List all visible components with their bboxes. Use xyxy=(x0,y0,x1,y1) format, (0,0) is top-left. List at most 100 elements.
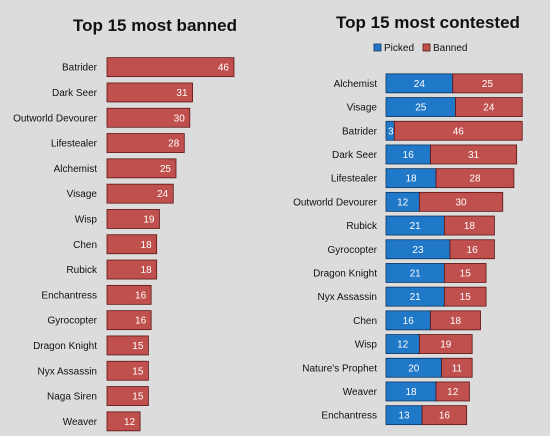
left-bar xyxy=(106,107,191,128)
right-banned-value-label: 31 xyxy=(468,150,480,161)
right-banned-value-label: 16 xyxy=(467,245,479,256)
right-picked-value-label: 3 xyxy=(388,126,394,137)
left-bar xyxy=(106,284,152,305)
right-category-label: Alchemist xyxy=(334,79,378,90)
left-chart-title: Top 15 most banned xyxy=(73,16,237,35)
right-banned-value-label: 18 xyxy=(464,221,476,232)
right-banned-value-label: 19 xyxy=(440,340,452,351)
right-category-label: Rubick xyxy=(346,221,378,232)
legend-label-picked: Picked xyxy=(384,43,414,54)
right-bar-banned xyxy=(430,310,481,331)
right-bar-banned xyxy=(421,405,468,426)
right-banned-value-label: 28 xyxy=(469,174,481,185)
right-category-label: Nature's Prophet xyxy=(302,363,377,374)
right-picked-value-label: 23 xyxy=(412,245,424,256)
right-category-label: Weaver xyxy=(343,387,378,398)
right-bar-banned xyxy=(393,120,523,141)
right-bar-banned xyxy=(435,381,470,402)
right-banned-value-label: 15 xyxy=(460,268,472,279)
right-bar-banned xyxy=(430,144,518,165)
right-picked-value-label: 16 xyxy=(403,150,415,161)
right-picked-value-label: 13 xyxy=(399,411,411,422)
right-category-label: Enchantress xyxy=(321,411,377,422)
left-bar xyxy=(106,82,193,103)
right-picked-value-label: 16 xyxy=(403,316,415,327)
left-category-label: Naga Siren xyxy=(47,392,97,403)
right-banned-value-label: 15 xyxy=(460,292,472,303)
right-banned-value-label: 16 xyxy=(439,411,451,422)
left-category-label: Chen xyxy=(73,240,97,251)
left-bar-value-label: 15 xyxy=(132,366,144,377)
right-picked-value-label: 12 xyxy=(397,197,409,208)
legend-swatch-picked xyxy=(373,43,382,52)
right-category-label: Dragon Knight xyxy=(313,268,377,279)
left-category-label: Weaver xyxy=(63,417,98,428)
left-category-label: Dark Seer xyxy=(52,88,98,99)
right-picked-value-label: 25 xyxy=(415,103,427,114)
right-chart-title: Top 15 most contested xyxy=(336,13,520,32)
left-bar-value-label: 15 xyxy=(132,341,144,352)
left-category-label: Batrider xyxy=(62,63,98,74)
right-category-label: Dark Seer xyxy=(332,150,378,161)
right-category-label: Nyx Assassin xyxy=(318,292,377,303)
right-picked-value-label: 21 xyxy=(410,292,422,303)
left-bar-value-label: 25 xyxy=(160,164,172,175)
right-picked-value-label: 20 xyxy=(408,363,420,374)
left-category-label: Rubick xyxy=(66,265,98,276)
right-category-label: Visage xyxy=(347,103,378,114)
right-category-label: Chen xyxy=(353,316,377,327)
left-bar xyxy=(106,234,158,255)
left-bar-value-label: 28 xyxy=(168,139,180,150)
right-bar-banned xyxy=(455,97,523,117)
right-picked-value-label: 24 xyxy=(414,79,426,90)
left-bar xyxy=(106,411,141,432)
left-bar-value-label: 18 xyxy=(141,240,153,251)
left-bar-value-label: 18 xyxy=(141,265,153,276)
left-bar xyxy=(106,209,160,229)
left-bar xyxy=(106,335,149,356)
left-category-label: Nyx Assassin xyxy=(38,366,97,377)
left-bar-value-label: 16 xyxy=(135,290,147,301)
right-picked-value-label: 18 xyxy=(405,174,417,185)
left-bar-value-label: 24 xyxy=(157,189,169,200)
right-category-label: Wisp xyxy=(355,340,378,351)
left-category-label: Enchantress xyxy=(41,290,97,301)
left-category-label: Alchemist xyxy=(54,164,98,175)
legend-label-banned: Banned xyxy=(433,43,467,54)
left-bar-value-label: 16 xyxy=(135,316,147,327)
left-category-label: Visage xyxy=(67,189,98,200)
left-bar-value-label: 31 xyxy=(176,88,188,99)
right-bar-banned xyxy=(418,334,473,354)
left-bar-value-label: 30 xyxy=(174,113,186,124)
right-picked-value-label: 21 xyxy=(410,268,422,279)
left-category-label: Wisp xyxy=(75,214,98,225)
right-bar-banned xyxy=(418,191,504,212)
right-banned-value-label: 30 xyxy=(455,197,467,208)
right-banned-value-label: 18 xyxy=(450,316,462,327)
right-bar-banned xyxy=(435,168,515,189)
right-bar-banned xyxy=(443,263,487,283)
left-bar-value-label: 19 xyxy=(143,214,155,225)
right-picked-value-label: 12 xyxy=(397,340,409,351)
left-bar xyxy=(106,386,149,406)
left-bar xyxy=(106,57,235,78)
right-category-label: Gyrocopter xyxy=(328,245,378,256)
left-bar xyxy=(106,183,174,204)
left-bar-value-label: 46 xyxy=(218,63,230,74)
right-bar-banned xyxy=(449,239,495,260)
left-bar xyxy=(106,158,177,179)
right-bar-banned xyxy=(452,73,523,94)
left-bar xyxy=(106,133,185,153)
left-category-label: Dragon Knight xyxy=(33,341,97,352)
right-banned-value-label: 24 xyxy=(483,103,495,114)
right-banned-value-label: 11 xyxy=(452,363,463,374)
right-bar-banned xyxy=(441,357,473,378)
right-bar-banned xyxy=(443,215,495,236)
left-category-label: Gyrocopter xyxy=(48,316,98,327)
left-bar xyxy=(106,360,149,381)
left-bar xyxy=(106,310,152,331)
right-banned-value-label: 12 xyxy=(447,387,459,398)
left-bar xyxy=(106,259,158,280)
left-category-label: Outworld Devourer xyxy=(13,113,98,124)
